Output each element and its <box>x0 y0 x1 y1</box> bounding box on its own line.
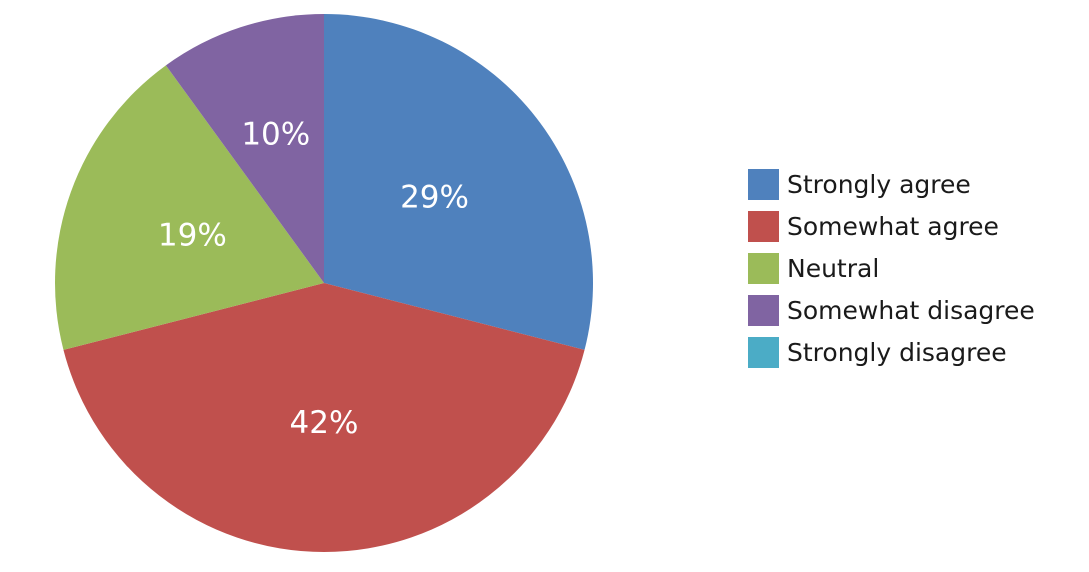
chart-legend: Strongly agree Somewhat agree Neutral Somew… <box>748 163 1035 373</box>
legend-swatch <box>748 168 779 200</box>
legend-swatch <box>748 252 779 284</box>
data-label-somewhat-agree: 42% <box>290 405 359 441</box>
data-label-somewhat-disagree: 10% <box>241 117 310 153</box>
legend-swatch <box>748 336 779 368</box>
legend-item-strongly-disagree: Strongly disagree <box>748 331 1035 373</box>
legend-swatch <box>748 210 779 242</box>
pie-slice-somewhat-disagree <box>165 14 324 283</box>
legend-label: Neutral <box>787 253 880 283</box>
pie-slice-neutral <box>55 65 324 350</box>
legend-item-neutral: Neutral <box>748 247 1035 289</box>
data-label-neutral: 19% <box>158 218 227 254</box>
legend-label: Somewhat disagree <box>787 295 1035 325</box>
legend-item-somewhat-agree: Somewhat agree <box>748 205 1035 247</box>
pie-slice-somewhat-agree <box>63 283 585 553</box>
legend-label: Somewhat agree <box>787 211 999 241</box>
legend-item-somewhat-disagree: Somewhat disagree <box>748 289 1035 331</box>
pie-slice-strongly-agree <box>324 14 593 350</box>
legend-swatch <box>748 294 779 326</box>
legend-label: Strongly agree <box>787 169 971 199</box>
legend-label: Strongly disagree <box>787 337 1007 367</box>
legend-item-strongly-agree: Strongly agree <box>748 163 1035 205</box>
data-label-strongly-agree: 29% <box>400 179 469 215</box>
